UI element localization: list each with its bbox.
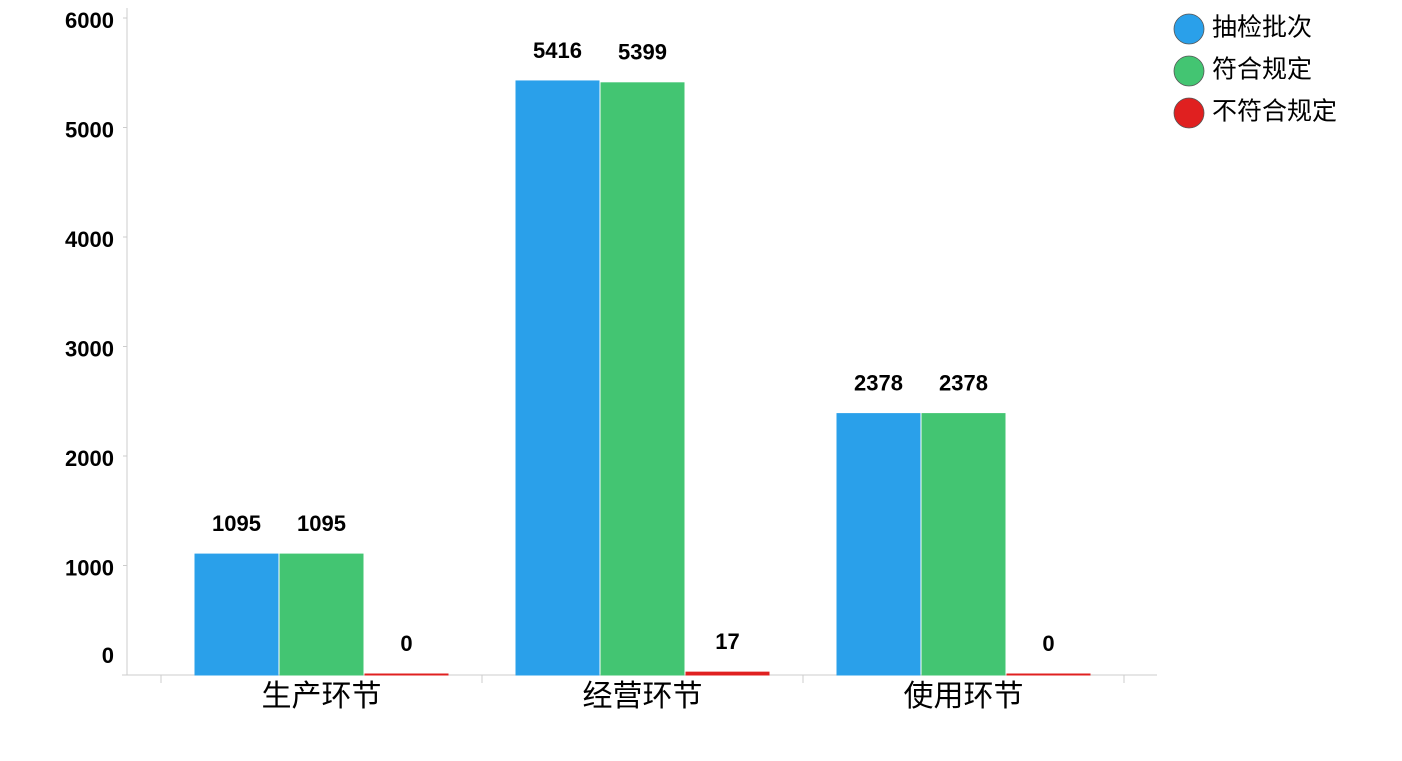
legend-label: 不符合规定 (1212, 97, 1337, 126)
value-label: 2378 (939, 370, 988, 395)
value-label: 1095 (297, 511, 346, 536)
y-tick-label: 6000 (65, 8, 114, 33)
bar (364, 673, 449, 676)
y-tick-label: 4000 (65, 227, 114, 252)
y-tick-label: 2000 (65, 446, 114, 471)
bar (685, 671, 770, 676)
bar (194, 553, 279, 676)
y-tick-label: 3000 (65, 336, 114, 361)
value-label: 1095 (212, 511, 261, 536)
bar (836, 413, 921, 676)
y-tick-label: 0 (102, 643, 114, 668)
bar (515, 80, 600, 676)
legend-marker (1173, 97, 1205, 129)
legend-marker (1173, 55, 1205, 87)
value-label: 0 (400, 631, 412, 656)
legend-label: 符合规定 (1212, 55, 1312, 84)
x-tick-label: 经营环节 (583, 679, 703, 714)
bar (600, 82, 685, 676)
value-label: 2378 (854, 370, 903, 395)
value-label: 0 (1042, 631, 1054, 656)
value-label: 17 (715, 629, 739, 654)
bar (279, 553, 364, 676)
x-tick-label: 生产环节 (262, 679, 382, 714)
bar (921, 413, 1006, 676)
y-tick-label: 5000 (65, 117, 114, 142)
value-label: 5399 (618, 40, 667, 65)
x-tick-label: 使用环节 (904, 679, 1024, 714)
bar (1006, 673, 1091, 676)
legend-label: 抽检批次 (1212, 13, 1312, 42)
y-tick-label: 1000 (65, 555, 114, 580)
value-label: 5416 (533, 38, 582, 63)
legend-marker (1173, 13, 1205, 45)
